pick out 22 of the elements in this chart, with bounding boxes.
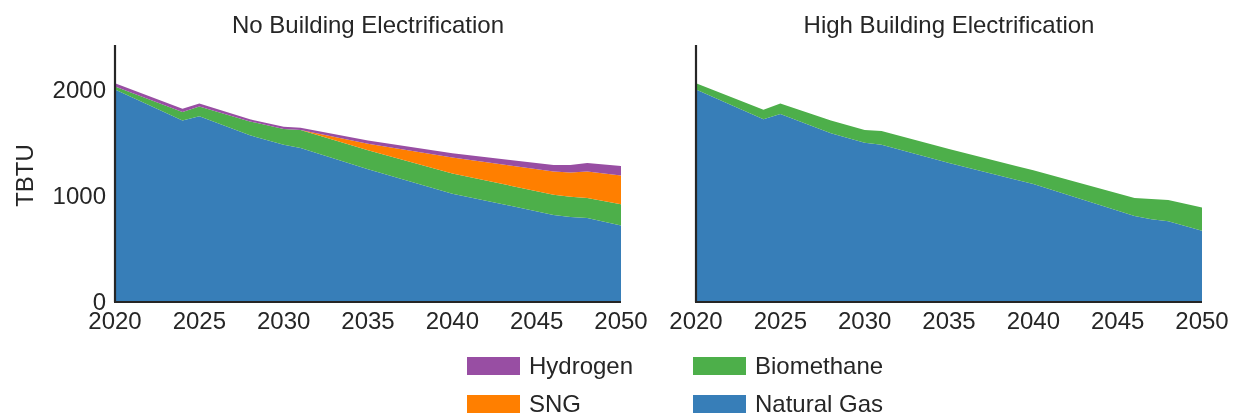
x-tick-label: 2050 — [1175, 307, 1229, 334]
legend-label: Biomethane — [755, 352, 884, 380]
x-tick-label: 2050 — [594, 307, 648, 334]
x-tick-label: 2035 — [922, 307, 976, 334]
legend-label: SNG — [529, 390, 582, 418]
x-tick-label: 2035 — [341, 307, 395, 334]
y-axis-title: TBTU — [11, 144, 38, 207]
chart-title: No Building Electrification — [231, 11, 505, 38]
legend-label: Natural Gas — [755, 390, 884, 418]
x-tick-label: 2025 — [753, 307, 808, 334]
chart-title: High Building Electrification — [803, 11, 1095, 38]
x-tick-label: 2030 — [256, 307, 311, 334]
x-tick-label: 2030 — [837, 307, 892, 334]
x-tick-label: 2025 — [172, 307, 227, 334]
y-tick-label: 2000 — [52, 76, 106, 103]
x-tick-label: 2020 — [669, 307, 723, 334]
x-tick-label: 2040 — [425, 307, 480, 334]
x-tick-label: 2040 — [1006, 307, 1061, 334]
x-tick-label: 2045 — [509, 307, 564, 334]
y-tick-label: 1000 — [52, 182, 106, 210]
legend-label: Hydrogen — [529, 352, 634, 380]
x-tick-label: 2045 — [1090, 307, 1145, 334]
